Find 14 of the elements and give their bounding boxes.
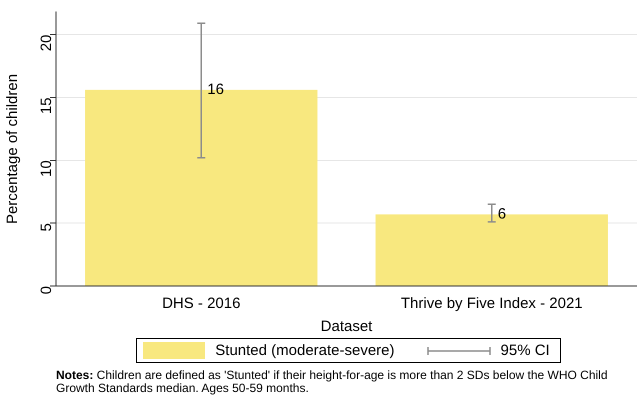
data-label: 16 bbox=[207, 81, 224, 98]
y-tick-label: 10 bbox=[38, 160, 56, 177]
x-tick-label: Thrive by Five Index - 2021 bbox=[400, 295, 583, 312]
y-tick-label: 5 bbox=[38, 223, 56, 232]
x-axis-title: Dataset bbox=[320, 318, 374, 336]
legend-label: Stunted (moderate-severe) bbox=[215, 342, 395, 359]
text: 95% CI bbox=[500, 342, 550, 359]
text: Notes: Children are defined as 'Stunted' if their height-for-age is more than 2 SDs below the WHO Child Growth Standards median. Ages 50-59 months. bbox=[56, 368, 608, 395]
y-tick-label: 15 bbox=[38, 97, 56, 114]
y-tick-label: 20 bbox=[38, 34, 56, 52]
y-tick-label: 0 bbox=[38, 286, 56, 294]
y-axis-title: Percentage of children bbox=[4, 74, 22, 224]
x-tick-label: DHS - 2016 bbox=[162, 295, 240, 312]
data-label: 6 bbox=[498, 206, 506, 222]
